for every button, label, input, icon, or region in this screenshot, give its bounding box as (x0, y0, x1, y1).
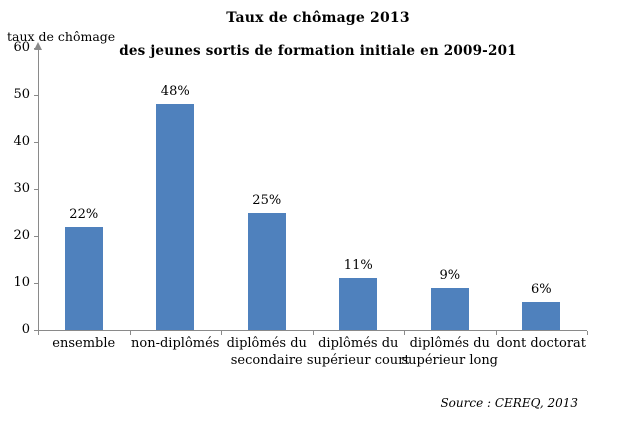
x-tick-mark (404, 331, 405, 335)
x-category-label: ensemble (32, 336, 136, 353)
y-tick-mark (34, 189, 39, 190)
bar (247, 212, 286, 330)
x-category-label: diplômés du supérieur long (398, 336, 502, 369)
y-tick-mark (34, 95, 39, 96)
y-tick-label: 30 (13, 181, 30, 196)
y-tick-mark (34, 236, 39, 237)
y-tick-mark (34, 142, 39, 143)
x-category-label-line: diplômés du (409, 336, 490, 351)
y-tick-label: 0 (21, 322, 30, 337)
chart-title: Taux de chômage 2013 (226, 10, 410, 26)
x-category-label-line: dont doctorat (496, 336, 587, 351)
bar-value-label: 22% (69, 206, 99, 222)
y-tick-label: 50 (13, 87, 30, 102)
x-category-label-line: diplômés du (318, 336, 399, 351)
bar-value-label: 48% (160, 84, 190, 100)
y-tick-label: 40 (13, 134, 30, 149)
x-tick-mark (129, 331, 131, 335)
x-tick-mark (587, 331, 588, 335)
x-category-label: diplômés du secondaire (215, 336, 319, 369)
bar (156, 104, 195, 330)
bar-value-label: 6% (530, 281, 552, 297)
x-category-label-line: non-diplômés (131, 336, 220, 351)
y-tick-label: 60 (13, 40, 30, 55)
y-tick-label: 20 (13, 228, 30, 243)
x-category-label: dont doctorat (490, 336, 594, 353)
x-category-label-line: supérieur long (401, 352, 499, 368)
y-tick-mark (34, 330, 39, 331)
y-tick-mark (34, 48, 39, 49)
bar (64, 226, 103, 330)
x-tick-mark (38, 331, 39, 335)
y-axis-title: taux de chômage (7, 29, 116, 44)
bar-value-label: 11% (343, 258, 373, 274)
x-category-label-line: diplômés du (226, 336, 307, 351)
y-axis-arrow-icon (34, 42, 42, 50)
x-category-label-line: ensemble (52, 336, 116, 351)
x-category-label-line: supérieur court (306, 352, 410, 368)
y-tick-label: 10 (13, 275, 30, 290)
x-tick-mark (221, 331, 222, 335)
source-note: Source : CEREQ, 2013 (440, 396, 578, 410)
y-tick-mark (34, 283, 39, 284)
x-category-label: diplômés du supérieur court (307, 336, 411, 369)
bar (430, 287, 469, 330)
x-category-label-line: secondaire (230, 352, 303, 368)
x-tick-mark (312, 331, 314, 335)
bar-value-label: 25% (252, 192, 282, 208)
x-tick-mark (495, 331, 497, 335)
bar (339, 278, 378, 330)
bar (522, 301, 561, 330)
x-axis-line (38, 330, 587, 331)
chart-subtitle: des jeunes sortis de formation initiale … (119, 43, 517, 59)
bar-value-label: 9% (439, 267, 461, 283)
x-category-label: non-diplômés (124, 336, 228, 353)
